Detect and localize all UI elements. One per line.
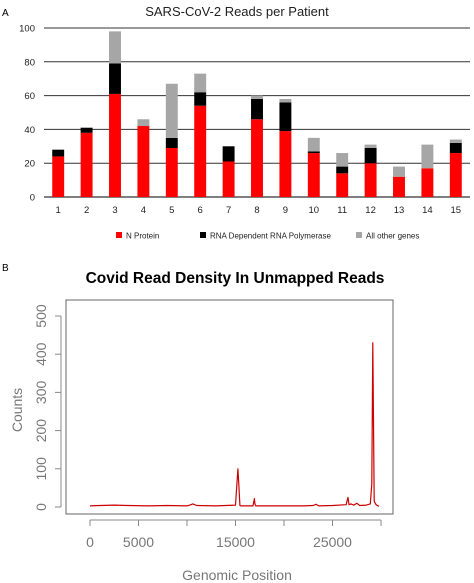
- x-tick-label: 5: [169, 205, 174, 216]
- x-tick-label: 2: [84, 205, 89, 216]
- y-tick-label: 0: [33, 503, 49, 511]
- bar-segment: [279, 98, 292, 103]
- bar-segment: [307, 151, 320, 154]
- bar-segment: [364, 144, 377, 148]
- y-axis-label: Counts: [9, 388, 25, 432]
- bar-segment: [109, 63, 121, 94]
- y-tick-label: 40: [24, 125, 35, 136]
- bar-segment: [279, 102, 292, 132]
- x-tick-label: 7: [226, 205, 231, 216]
- bar-segment: [449, 139, 462, 143]
- y-tick-label: 300: [33, 381, 49, 405]
- x-tick-label: 13: [394, 205, 405, 216]
- bar-segment: [109, 93, 121, 197]
- bar-segment: [194, 92, 207, 106]
- bar-segment: [364, 147, 377, 164]
- y-tick-label: 500: [33, 304, 49, 328]
- bar-segment: [80, 132, 93, 197]
- y-tick-label: 100: [33, 457, 49, 481]
- x-tick-label: 3: [112, 205, 117, 216]
- x-tick-label: 4: [141, 205, 146, 216]
- bar-segment: [421, 168, 434, 197]
- bar-segment: [364, 163, 377, 197]
- bar-segment: [222, 146, 235, 162]
- x-tick-label: 6: [198, 205, 203, 216]
- bar-segment: [52, 156, 65, 197]
- legend-swatch: [200, 232, 206, 238]
- bar-segment: [137, 126, 150, 197]
- bar-segment: [336, 153, 349, 167]
- bar-segment: [449, 142, 462, 154]
- legend-label: N Protein: [126, 232, 159, 241]
- bar-segment: [251, 98, 263, 120]
- bar-segment: [279, 131, 292, 197]
- legend-swatch: [356, 232, 362, 238]
- x-tick-label: 9: [283, 205, 288, 216]
- x-axis-label: Genomic Position: [182, 567, 292, 583]
- bar-segment: [165, 83, 178, 138]
- legend-label: RNA Dependent RNA Polymerase: [210, 232, 332, 241]
- bar-segment: [393, 166, 405, 177]
- x-tick-label: 8: [254, 205, 259, 216]
- x-tick-label: 10: [309, 205, 320, 216]
- x-tick-label: 0: [86, 534, 94, 550]
- panel-a-label: A: [2, 8, 9, 19]
- y-tick-label: 60: [24, 91, 35, 102]
- x-tick-label: 14: [422, 205, 433, 216]
- y-tick-label: 0: [30, 193, 35, 204]
- bar-segment: [80, 127, 93, 133]
- chart-title: Covid Read Density In Unmapped Reads: [86, 270, 385, 287]
- legend-swatch: [116, 232, 122, 238]
- y-tick-label: 400: [33, 342, 49, 366]
- x-tick-label: 25000: [313, 534, 352, 550]
- y-tick-label: 80: [24, 57, 35, 68]
- chart-title: SARS-CoV-2 Reads per Patient: [145, 4, 329, 19]
- bar-segment: [251, 119, 263, 197]
- bar-segment: [165, 137, 178, 148]
- bar-segment: [449, 153, 462, 197]
- x-tick-label: 5000: [123, 534, 154, 550]
- x-tick-label: 15: [451, 205, 462, 216]
- y-tick-label: 20: [24, 159, 35, 170]
- x-tick-label: 12: [365, 205, 376, 216]
- x-tick-label: 15000: [216, 534, 255, 550]
- x-tick-label: 11: [337, 205, 347, 216]
- bar-segment: [307, 137, 320, 152]
- legend-label: All other genes: [366, 232, 419, 241]
- bar-segment: [336, 166, 349, 174]
- y-tick-label: 200: [33, 419, 49, 443]
- bar-segment: [421, 144, 434, 169]
- series-line: [89, 342, 380, 507]
- bar-segment: [52, 149, 65, 157]
- plot-frame: [65, 299, 394, 515]
- x-tick-label: 1: [56, 205, 61, 216]
- bar-segment: [165, 147, 178, 197]
- bar-segment: [251, 95, 263, 99]
- bar-segment: [109, 31, 121, 64]
- bar-segment: [222, 161, 235, 197]
- bar-segment: [393, 176, 405, 197]
- line-chart-read-density: Covid Read Density In Unmapped Reads 0 100…: [9, 270, 394, 583]
- bar-chart-reads-per-patient: SARS-CoV-2 Reads per Patient 0 20 40 60 80 100…: [19, 4, 470, 241]
- bar-segment: [194, 73, 207, 93]
- bar-segment: [307, 153, 320, 197]
- bar-segment: [137, 119, 150, 127]
- panel-b-label: B: [2, 263, 9, 274]
- bar-segment: [194, 105, 207, 197]
- bar-segment: [336, 173, 349, 197]
- y-tick-label: 100: [19, 24, 35, 35]
